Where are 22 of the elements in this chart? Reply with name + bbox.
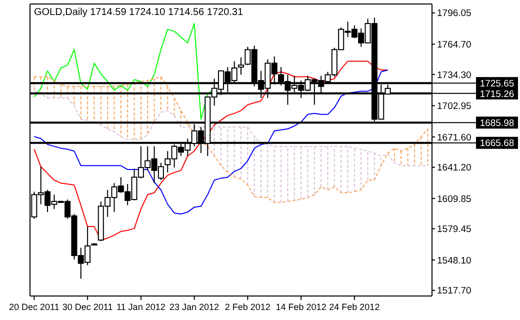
y-tick-label: 1609.85 [437, 194, 472, 205]
y-tick-label: 1702.95 [437, 101, 472, 112]
y-tick-label: 1548.10 [437, 255, 472, 266]
chart-title: GOLD,Daily 1714.59 1724.10 1714.56 1720.31 [34, 7, 244, 18]
x-tick-label: 23 Jan 2012 [170, 302, 220, 312]
x-tick-label: 30 Dec 2011 [62, 302, 113, 312]
y-tick-label: 1641.20 [437, 162, 472, 174]
y-tick-label: 1579.45 [437, 224, 472, 236]
y-tick-label: 1796.05 [437, 8, 472, 20]
x-tick-label: 2 Feb 2012 [224, 302, 270, 312]
ref-line-label: 1715.26 [480, 88, 514, 100]
y-tick-label: 1734.30 [437, 70, 472, 81]
y-tick-label: 1671.60 [437, 132, 472, 144]
y-tick-label: 1764.70 [437, 39, 472, 50]
ref-line-label: 1725.65 [480, 78, 514, 90]
x-tick-label: 20 Dec 2011 [8, 302, 60, 312]
y-tick-label: 1517.70 [437, 286, 472, 297]
x-tick-label: 11 Jan 2012 [116, 302, 166, 312]
x-tick-label: 14 Feb 2012 [276, 302, 326, 312]
x-tick-label: 24 Feb 2012 [329, 302, 380, 312]
ref-line-label: 1685.98 [480, 118, 514, 129]
ref-line-label: 1665.68 [480, 138, 514, 150]
